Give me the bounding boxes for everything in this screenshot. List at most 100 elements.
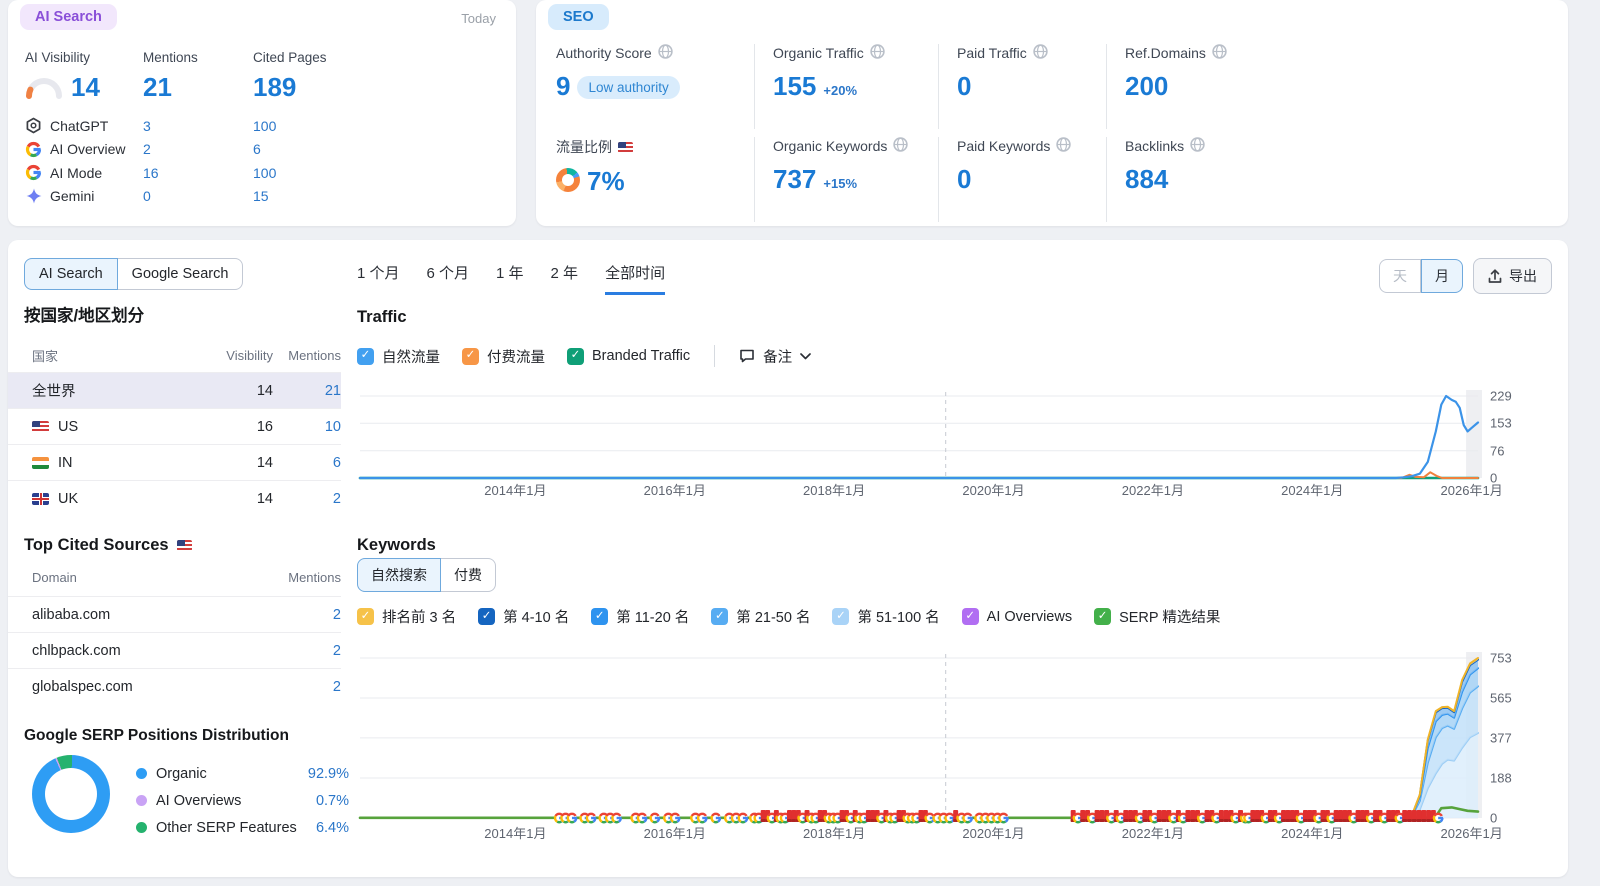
period-label: Today — [461, 11, 496, 26]
svg-text:188: 188 — [1490, 771, 1512, 786]
cited-source-row[interactable]: alibaba.com 2 — [8, 596, 341, 632]
backlinks-label: Backlinks — [1125, 138, 1185, 154]
ref-domains-value[interactable]: 200 — [1125, 71, 1169, 101]
organic-keywords-value[interactable]: 737 — [773, 164, 817, 194]
svg-text:76: 76 — [1490, 443, 1504, 458]
platform-cited[interactable]: 100 — [253, 164, 277, 181]
serp-distribution-donut — [32, 755, 110, 833]
svg-text:153: 153 — [1490, 416, 1512, 431]
platform-mentions[interactable]: 3 — [143, 117, 151, 134]
organic-dot-icon — [136, 768, 147, 779]
tab-1-month[interactable]: 1 个月 — [357, 265, 400, 282]
country-row-in[interactable]: IN 14 6 — [8, 444, 341, 480]
organic-keywords-label: Organic Keywords — [773, 138, 888, 154]
india-flag-icon — [32, 456, 49, 469]
traffic-chart[interactable]: 0 76 153 229 2014年1月 2016年1月 2018年1月 2020年1月 202… — [357, 373, 1560, 503]
organic-keywords-cell: Organic Keywords 737 +15% — [754, 137, 938, 222]
checkbox-checked-icon: ✓ — [711, 608, 729, 625]
pos51-100-checkbox[interactable]: ✓ 第 51-100 名 — [832, 606, 940, 627]
platform-cited[interactable]: 100 — [253, 117, 277, 134]
seo-tag: SEO — [548, 4, 609, 30]
traffic-legend: ✓ 自然流量 ✓ 付费流量 ✓ Branded Traffic 备注 — [357, 345, 811, 367]
ai-overviews-dot-icon — [136, 795, 147, 806]
platform-mentions[interactable]: 0 — [143, 188, 151, 205]
visibility-col-header[interactable]: Visibility — [226, 348, 273, 363]
gemini-icon — [25, 188, 42, 205]
paid-keywords-value[interactable]: 0 — [957, 164, 972, 194]
checkbox-checked-icon: ✓ — [961, 608, 979, 625]
other-serp-dot-icon — [136, 822, 147, 833]
organic-traffic-checkbox[interactable]: ✓ 自然流量 — [357, 346, 440, 367]
pos11-20-checkbox[interactable]: ✓ 第 11-20 名 — [591, 606, 689, 627]
info-globe-icon[interactable] — [893, 137, 909, 155]
pos4-10-checkbox[interactable]: ✓ 第 4-10 名 — [478, 606, 569, 627]
pos21-50-checkbox[interactable]: ✓ 第 21-50 名 — [711, 606, 810, 627]
visibility-gauge-icon — [26, 78, 62, 99]
svg-text:2022年1月: 2022年1月 — [1122, 483, 1184, 498]
organic-search-tab[interactable]: 自然搜索 — [357, 558, 441, 592]
info-globe-icon[interactable] — [1190, 137, 1205, 155]
svg-text:2026年1月: 2026年1月 — [1441, 483, 1503, 498]
mentions-col-header[interactable]: Mentions — [288, 348, 341, 363]
branded-traffic-checkbox[interactable]: ✓ Branded Traffic — [567, 347, 690, 365]
mentions-col-header[interactable]: Mentions — [288, 570, 341, 585]
paid-tab[interactable]: 付费 — [441, 558, 496, 592]
chatgpt-icon — [25, 117, 42, 134]
svg-text:2024年1月: 2024年1月 — [1281, 483, 1343, 498]
ai-visibility-value: 14 — [71, 72, 100, 102]
export-button[interactable]: 导出 — [1473, 258, 1552, 294]
tab-all-time[interactable]: 全部时间 — [605, 262, 666, 295]
info-globe-icon[interactable] — [1033, 44, 1048, 62]
authority-score-label: Authority Score — [556, 45, 652, 61]
svg-text:2022年1月: 2022年1月 — [1122, 826, 1184, 841]
paid-traffic-checkbox[interactable]: ✓ 付费流量 — [462, 346, 545, 367]
checkbox-checked-icon: ✓ — [462, 347, 479, 365]
organic-traffic-delta: +20% — [823, 83, 858, 98]
platform-cited[interactable]: 6 — [253, 141, 261, 158]
top3-checkbox[interactable]: ✓ 排名前 3 名 — [357, 606, 456, 627]
us-flag-icon — [32, 420, 49, 433]
tab-1-year[interactable]: 1 年 — [496, 265, 524, 282]
ai-overviews-checkbox[interactable]: ✓ AI Overviews — [961, 608, 1072, 625]
cited-source-row[interactable]: chlbpack.com 2 — [8, 632, 341, 668]
countries-table-header: 国家 Visibility Mentions — [8, 346, 341, 365]
tab-google-search[interactable]: Google Search — [117, 258, 244, 290]
traffic-share-donut-icon — [556, 168, 580, 192]
granularity-month-button[interactable]: 月 — [1421, 259, 1463, 293]
info-globe-icon[interactable] — [1212, 44, 1227, 62]
svg-text:2014年1月: 2014年1月 — [484, 483, 546, 498]
country-col-header[interactable]: 国家 — [32, 349, 59, 364]
info-globe-icon[interactable] — [1056, 137, 1072, 155]
tab-2-years[interactable]: 2 年 — [550, 265, 579, 282]
paid-traffic-value[interactable]: 0 — [957, 71, 972, 101]
platform-cited[interactable]: 15 — [253, 188, 269, 205]
tab-6-months[interactable]: 6 个月 — [426, 265, 470, 282]
source-toggle: AI Search Google Search — [24, 258, 244, 290]
traffic-share-cell: 流量比例 7% — [556, 137, 754, 222]
organic-traffic-value[interactable]: 155 — [773, 71, 817, 101]
backlinks-value[interactable]: 884 — [1125, 164, 1169, 194]
country-row-uk[interactable]: UK 14 2 — [8, 480, 341, 516]
domain-col-header[interactable]: Domain — [32, 570, 77, 585]
google-icon — [25, 141, 42, 158]
notes-dropdown[interactable]: 备注 — [739, 346, 811, 367]
country-row-us[interactable]: US 16 10 — [8, 408, 341, 444]
serp-features-checkbox[interactable]: ✓ SERP 精选结果 — [1094, 606, 1220, 627]
tab-ai-search[interactable]: AI Search — [24, 258, 118, 290]
platform-mentions[interactable]: 16 — [143, 164, 159, 181]
info-globe-icon[interactable] — [870, 44, 885, 62]
svg-text:2024年1月: 2024年1月 — [1281, 826, 1343, 841]
granularity-day-button[interactable]: 天 — [1379, 259, 1421, 293]
traffic-title: Traffic — [357, 308, 407, 326]
platform-row-ai-overview: AI Overview 2 6 — [25, 138, 495, 162]
svg-text:229: 229 — [1490, 389, 1512, 404]
checkbox-checked-icon: ✓ — [567, 347, 584, 365]
keywords-chart[interactable]: 0 188 377 565 753 2014年1月 2016年1月 2018年1月 2020年1… — [357, 648, 1560, 848]
svg-text:2026年1月: 2026年1月 — [1441, 826, 1503, 841]
info-globe-icon[interactable] — [658, 44, 673, 62]
country-row-worldwide[interactable]: 全世界 14 21 — [8, 372, 341, 408]
cited-source-row[interactable]: globalspec.com 2 — [8, 668, 341, 704]
svg-text:2018年1月: 2018年1月 — [803, 826, 865, 841]
platform-name: AI Overview — [50, 141, 126, 158]
platform-mentions[interactable]: 2 — [143, 141, 151, 158]
